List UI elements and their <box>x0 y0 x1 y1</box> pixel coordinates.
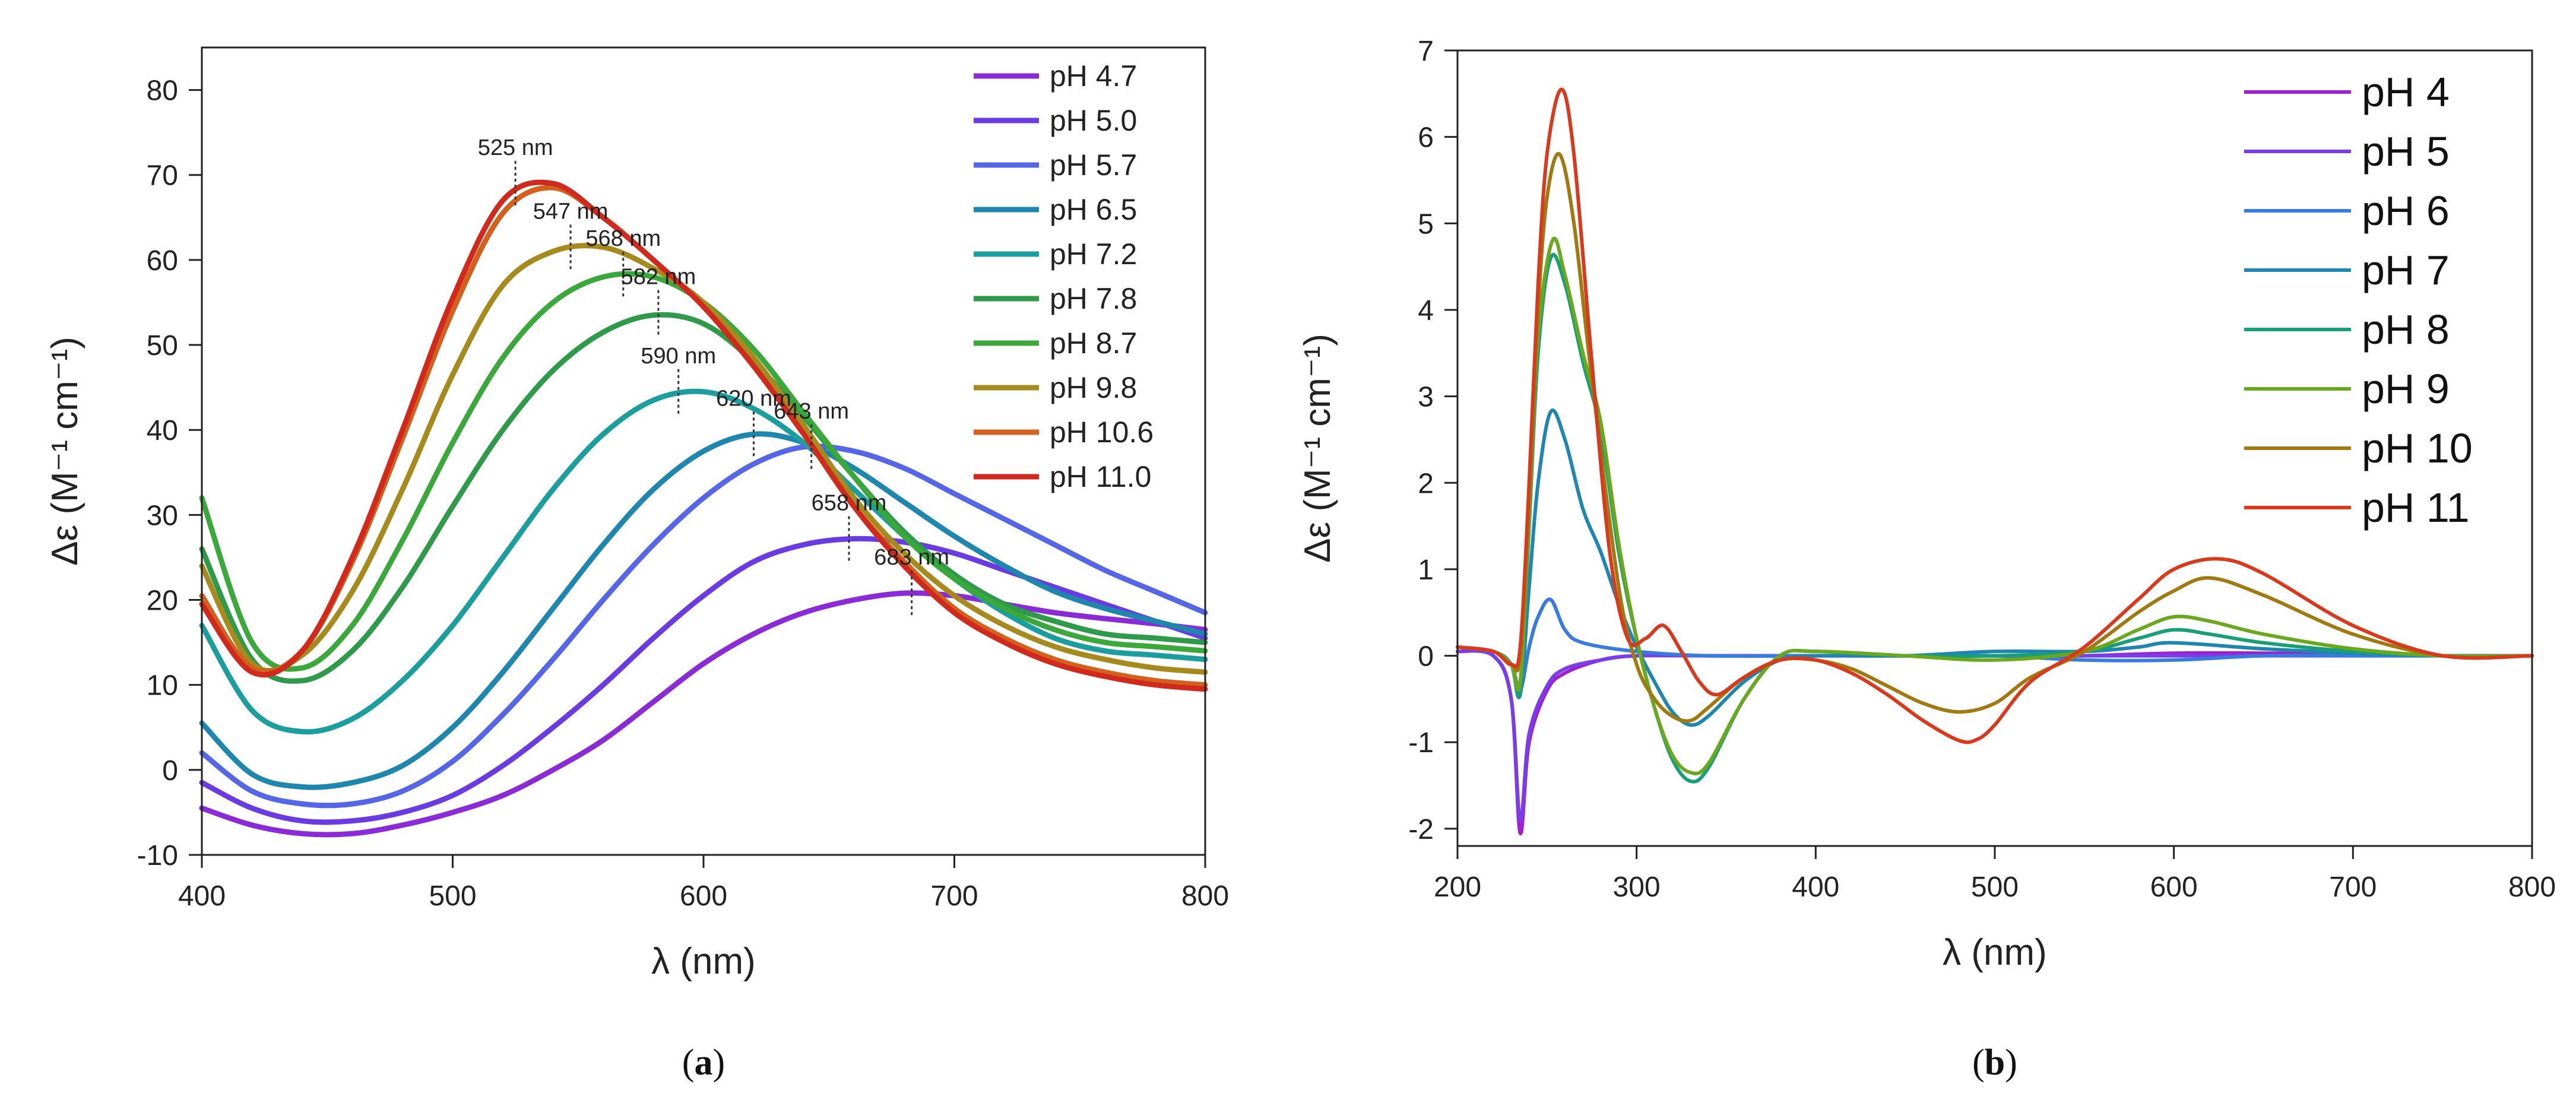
legend-label: pH 11 <box>2362 484 2470 531</box>
y-tick-label: 70 <box>147 160 178 192</box>
panel-a-y-axis-title: Δε (M⁻¹ cm⁻¹) <box>45 337 85 566</box>
y-tick-label: 50 <box>147 330 178 362</box>
series-line-ph-5-0 <box>199 535 1208 825</box>
series-line-ph-7 <box>1456 408 2534 727</box>
peak-label: 590 nm <box>641 344 716 369</box>
peak-label: 658 nm <box>812 490 887 515</box>
legend-label: pH 7.8 <box>1050 282 1137 315</box>
panel-b-x-axis-title: λ (nm) <box>1943 932 2047 973</box>
panel-b-plot-frame <box>1456 49 2533 847</box>
y-tick-label: 0 <box>1418 641 1434 673</box>
y-tick-label: 20 <box>147 585 178 617</box>
panel-a-caption-open: ( <box>682 1042 695 1083</box>
peak-label: 568 nm <box>585 226 661 251</box>
legend-label: pH 10 <box>2362 425 2473 471</box>
legend-label: pH 8 <box>2362 306 2450 353</box>
legend-label: pH 11.0 <box>1050 460 1151 493</box>
legend-label: pH 4 <box>2362 69 2450 115</box>
y-tick-label: 6 <box>1418 122 1434 154</box>
y-tick-label: 7 <box>1418 36 1434 67</box>
y-tick-label: 5 <box>1418 208 1434 240</box>
y-tick-label: 2 <box>1418 468 1434 499</box>
panel-b-legend: pH 4 pH 5 pH 6 pH 7 pH 8 pH 9 pH 10 pH 11 <box>2244 69 2473 531</box>
peak-label: 582 nm <box>621 265 696 290</box>
peak-label: 547 nm <box>533 199 609 224</box>
y-tick-label: 1 <box>1418 554 1434 586</box>
legend-label: pH 5.7 <box>1050 148 1137 182</box>
panel-a-x-axis-title: λ (nm) <box>651 941 756 982</box>
y-tick-label: -1 <box>1408 727 1434 759</box>
legend-label: pH 9 <box>2362 366 2450 412</box>
legend-label: pH 6.5 <box>1050 193 1137 226</box>
panel-a-caption: (a) <box>682 1042 725 1083</box>
x-tick-label: 800 <box>1181 880 1229 912</box>
series-line-ph-5 <box>1456 649 2534 822</box>
x-tick-label: 200 <box>1434 872 1481 903</box>
legend-label: pH 9.8 <box>1050 371 1137 404</box>
panel-a-plot-frame <box>201 46 1206 856</box>
panel-b-y-axis-title: Δε (M⁻¹ cm⁻¹) <box>1297 334 1338 563</box>
series-line-ph-11 <box>1456 87 2534 744</box>
panel-b-caption-open: ( <box>1972 1042 1985 1083</box>
panel-a-legend: pH 4.7 pH 5.0 pH 5.7 pH 6.5 pH 7.2 pH 7.8 pH 8… <box>974 59 1154 493</box>
legend-label: pH 5 <box>2362 128 2450 175</box>
peak-label: 525 nm <box>478 135 553 160</box>
y-tick-label: 3 <box>1418 382 1434 413</box>
legend-label: pH 8.7 <box>1050 327 1137 360</box>
series-line-ph-7-2 <box>199 388 1208 735</box>
peak-label: 683 nm <box>874 545 949 570</box>
legend-label: pH 10.6 <box>1050 416 1154 449</box>
x-tick-label: 700 <box>930 880 978 912</box>
legend-label: pH 5.0 <box>1050 104 1137 137</box>
series-line-ph-5-7 <box>199 443 1208 809</box>
legend-label: pH 7.2 <box>1050 237 1137 271</box>
y-tick-label: -2 <box>1408 814 1434 845</box>
x-tick-label: 700 <box>2329 872 2377 903</box>
panel-a-ticks: 400 500 600 700 800 -10 0 10 20 30 40 50 60 70 80 <box>137 75 1229 912</box>
series-line-ph-11-0 <box>199 179 1208 692</box>
x-tick-label: 300 <box>1613 872 1661 903</box>
y-tick-label: -10 <box>137 840 178 872</box>
legend-label: pH 7 <box>2362 247 2450 293</box>
peak-label: 643 nm <box>774 399 849 424</box>
y-tick-label: 80 <box>147 75 178 107</box>
y-tick-label: 10 <box>147 670 178 702</box>
x-tick-label: 800 <box>2508 872 2556 903</box>
panel-a-chart: 400 500 600 700 800 -10 0 10 20 30 40 50 60 70 80 525 … <box>45 46 1229 1083</box>
panel-b-caption: (b) <box>1972 1042 2017 1083</box>
series-line-ph-8-7 <box>199 271 1208 672</box>
series-line-ph-6-5 <box>199 431 1208 790</box>
series-line-ph-4 <box>1456 649 2534 835</box>
y-tick-label: 40 <box>147 415 178 446</box>
panel-b-caption-letter: b <box>1985 1042 2005 1083</box>
panel-a-caption-letter: a <box>695 1042 713 1083</box>
peak-label: 620 nm <box>716 386 791 411</box>
series-line-ph-7-8 <box>199 312 1208 684</box>
y-tick-label: 30 <box>147 500 178 531</box>
panel-a-series <box>199 179 1208 838</box>
panel-b-ticks: 200 300 400 500 600 700 800 -2 -1 0 1 2 3 4 5 6 7 <box>1408 36 2556 903</box>
x-tick-label: 400 <box>178 880 226 912</box>
legend-label: pH 6 <box>2362 188 2450 234</box>
panel-b-series <box>1456 87 2534 835</box>
x-tick-label: 600 <box>680 880 727 912</box>
x-tick-label: 500 <box>1971 872 2019 903</box>
y-tick-label: 0 <box>162 755 178 787</box>
panel-b-caption-close: ) <box>2005 1042 2017 1083</box>
legend-label: pH 4.7 <box>1050 59 1137 93</box>
y-tick-label: 4 <box>1418 295 1434 327</box>
x-tick-label: 600 <box>2150 872 2198 903</box>
series-line-ph-4-7 <box>199 590 1208 838</box>
panel-a-caption-close: ) <box>713 1042 725 1083</box>
x-tick-label: 400 <box>1792 872 1839 903</box>
x-tick-label: 500 <box>429 880 476 912</box>
y-tick-label: 60 <box>147 245 178 277</box>
